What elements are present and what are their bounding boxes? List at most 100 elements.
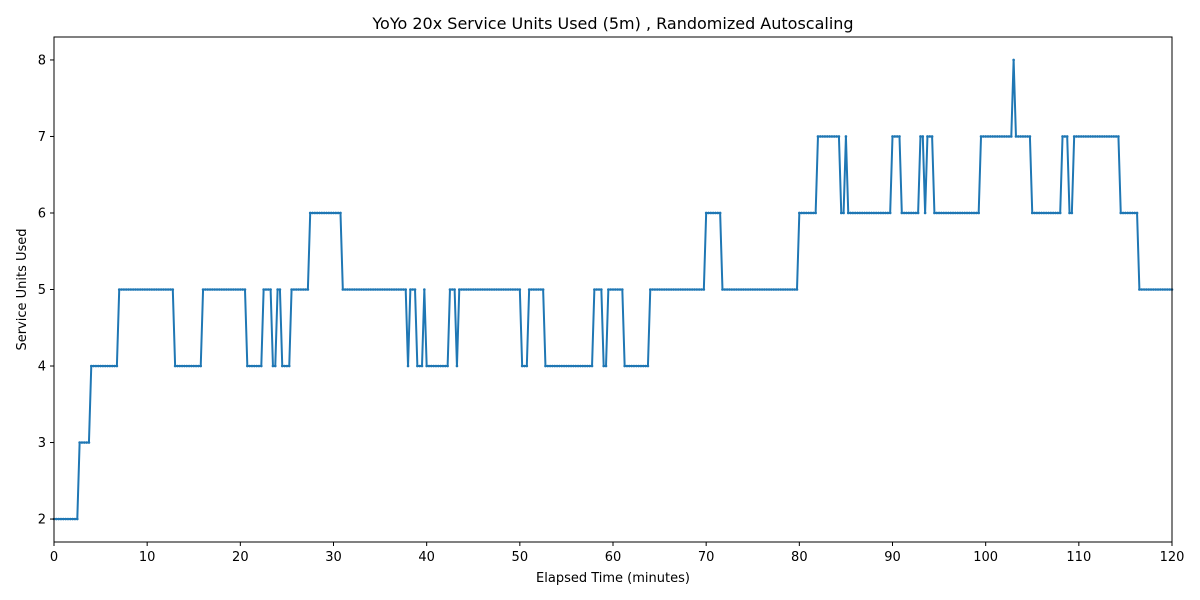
data-point	[1103, 135, 1106, 138]
data-point	[315, 211, 319, 215]
data-point	[1007, 135, 1011, 138]
data-point	[1049, 211, 1053, 215]
data-point	[965, 211, 969, 215]
data-point	[157, 288, 161, 291]
data-point	[1145, 288, 1148, 291]
data-point	[648, 288, 652, 291]
data-point	[690, 288, 694, 291]
data-point	[374, 288, 377, 291]
data-point	[795, 288, 799, 291]
data-point	[136, 288, 140, 291]
data-point	[574, 364, 578, 368]
data-point	[702, 288, 706, 291]
data-point	[1098, 135, 1102, 138]
data-point	[812, 211, 815, 215]
data-point	[798, 211, 801, 215]
data-point	[951, 211, 955, 215]
data-point	[71, 517, 74, 521]
data-point	[914, 211, 918, 215]
x-tick-label: 120	[1160, 550, 1185, 565]
data-point	[751, 288, 755, 291]
data-point	[1003, 135, 1006, 138]
data-point	[402, 288, 405, 291]
data-point	[520, 364, 524, 368]
data-point	[234, 288, 237, 291]
data-point	[644, 364, 647, 368]
x-tick-label: 90	[884, 550, 901, 565]
data-point	[1056, 211, 1060, 215]
data-point	[306, 288, 310, 291]
data-point	[164, 288, 168, 291]
data-point	[395, 288, 398, 291]
data-point	[423, 288, 426, 291]
data-point	[1070, 211, 1074, 215]
data-point	[595, 288, 598, 291]
data-point	[611, 288, 615, 291]
data-point	[651, 288, 654, 291]
data-point	[923, 211, 927, 215]
data-point	[707, 211, 710, 215]
data-point	[756, 288, 759, 291]
data-point	[867, 211, 871, 215]
data-point	[758, 288, 762, 291]
data-point	[446, 364, 449, 368]
data-point	[877, 211, 880, 215]
data-point	[327, 211, 331, 215]
data-point	[152, 288, 156, 291]
data-point	[504, 288, 508, 291]
data-point	[604, 364, 608, 368]
data-point	[802, 211, 806, 215]
data-point	[625, 364, 629, 368]
data-point	[481, 288, 484, 291]
data-point	[753, 288, 757, 291]
data-point	[676, 288, 680, 291]
data-point	[984, 135, 987, 138]
data-point	[260, 364, 263, 368]
data-point	[204, 288, 207, 291]
x-tick-label: 20	[232, 550, 249, 565]
data-point	[879, 211, 883, 215]
data-point	[127, 288, 130, 291]
data-point	[786, 288, 789, 291]
data-point	[413, 288, 417, 291]
data-point	[117, 288, 121, 291]
data-point	[646, 364, 650, 368]
data-point	[893, 135, 897, 138]
data-point	[590, 364, 594, 368]
data-point	[781, 288, 785, 291]
data-point	[187, 364, 191, 368]
x-tick-label: 10	[139, 550, 156, 565]
data-point	[658, 288, 661, 291]
data-point	[232, 288, 235, 291]
data-point	[530, 288, 533, 291]
data-point	[346, 288, 349, 291]
data-point	[439, 364, 442, 368]
data-point	[101, 364, 105, 368]
data-point	[388, 288, 391, 291]
data-point	[518, 288, 522, 291]
data-point	[544, 364, 547, 368]
data-point	[558, 364, 561, 368]
data-point	[581, 364, 585, 368]
data-point	[576, 364, 580, 368]
data-point	[271, 364, 275, 368]
data-point	[653, 288, 657, 291]
data-point	[996, 135, 999, 138]
data-point	[397, 288, 401, 291]
data-point	[816, 135, 820, 138]
data-point	[511, 288, 515, 291]
data-point	[553, 364, 557, 368]
data-point	[770, 288, 773, 291]
data-point	[211, 288, 214, 291]
data-point	[674, 288, 678, 291]
x-tick-label: 60	[605, 550, 622, 565]
data-point	[213, 288, 217, 291]
data-point	[1084, 135, 1088, 138]
data-point	[821, 135, 824, 138]
data-point	[276, 288, 279, 291]
data-point	[944, 211, 948, 215]
data-point	[169, 288, 172, 291]
data-point	[171, 288, 175, 291]
